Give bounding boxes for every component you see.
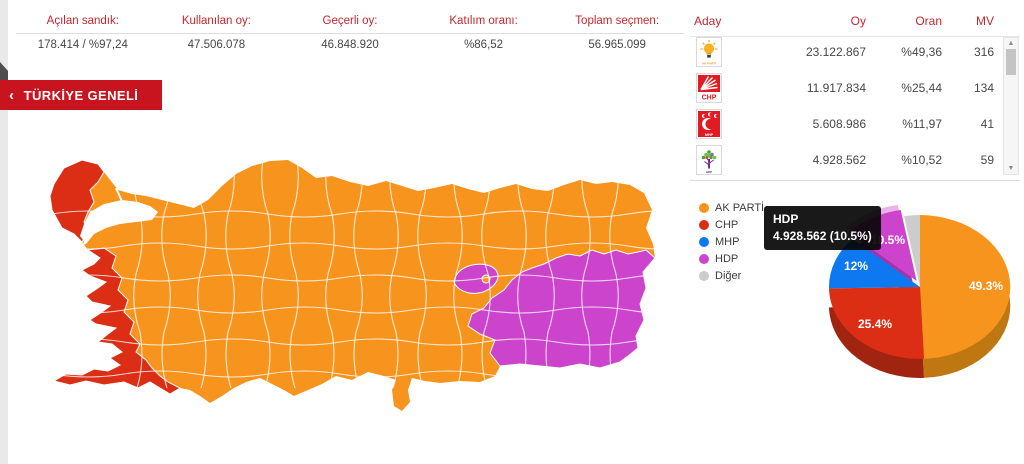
stat-value: 178.414 / %97,24 xyxy=(37,39,128,51)
results-table-body: AK PARTİ 23.122.867 %49,36 316 CHP 11.917.83… xyxy=(690,34,1003,178)
stats-labels-row: Açılan sandık: Kullanılan oy: Geçerli oy: K… xyxy=(16,15,684,27)
pie-slice-mhp[interactable] xyxy=(828,238,920,289)
province-borders xyxy=(51,160,655,389)
cell-mv: 134 xyxy=(973,81,994,95)
legend-dot-icon xyxy=(699,253,709,264)
col-header-aday: Aday xyxy=(694,14,722,28)
legend-label: CHP xyxy=(715,218,739,231)
legend-dot-icon xyxy=(699,219,709,230)
table-row-mhp[interactable]: MHP 5.608.986 %11,97 41 xyxy=(690,106,1003,142)
stat-label: Toplam seçmen: xyxy=(575,15,660,27)
scrollbar-up-icon[interactable]: ▲ xyxy=(1007,40,1015,47)
col-header-mv: MV xyxy=(976,14,994,28)
pie-label-akparti: 49.3% xyxy=(968,279,1004,293)
legend-dot-icon xyxy=(699,270,709,281)
table-row-hdp[interactable]: HDP 4.928.562 %10,52 59 xyxy=(690,142,1003,178)
cell-oran: %49,36 xyxy=(901,45,942,59)
table-scrollbar[interactable]: ▲ ▼ xyxy=(1003,37,1019,175)
cell-oy: 4.928.562 xyxy=(812,153,866,167)
table-header-separator xyxy=(690,36,1020,37)
svg-text:MHP: MHP xyxy=(705,133,714,137)
legend-label: HDP xyxy=(715,252,739,265)
party-logo-cell: CHP xyxy=(690,73,754,103)
cell-oran: %10,52 xyxy=(901,153,942,167)
stat-label: Katılım oranı: xyxy=(449,15,518,27)
legend-label: AK PARTİ xyxy=(715,201,765,214)
party-logo-cell: AK PARTİ xyxy=(690,37,754,67)
mhp-logo-icon: MHP xyxy=(696,109,722,139)
results-table-header: Aday Oy Oran MV xyxy=(690,8,1003,34)
pie-label-mhp: 12% xyxy=(843,259,869,273)
legend-label: MHP xyxy=(715,235,740,248)
cell-oy: 23.122.867 xyxy=(805,45,866,59)
stat-value: 56.965.099 xyxy=(588,39,646,51)
pie-slice-other[interactable] xyxy=(904,214,920,287)
tooltip-title: HDP xyxy=(773,212,799,226)
svg-text:HDP: HDP xyxy=(706,170,712,174)
pie-tooltip: HDP 4.928.562 (10.5%) xyxy=(764,206,881,250)
legend-item-other[interactable]: Diğer xyxy=(699,267,764,284)
canakkale-strait xyxy=(83,227,97,245)
chp-logo-icon: CHP xyxy=(696,73,722,103)
table-row-akparti[interactable]: AK PARTİ 23.122.867 %49,36 316 xyxy=(690,34,1003,70)
stat-value: 46.848.920 xyxy=(321,39,379,51)
stat-label: Kullanılan oy: xyxy=(181,15,251,27)
stats-values-row: 178.414 / %97,24 47.506.078 46.848.920 %86,… xyxy=(16,39,684,51)
cell-oran: %25,44 xyxy=(901,81,942,95)
stat-label: Açılan sandık: xyxy=(46,15,119,27)
bosphorus-strait xyxy=(115,187,125,207)
hdp-logo-icon: HDP xyxy=(696,145,722,175)
stat-label: Geçerli oy: xyxy=(322,15,378,27)
stat-value: %86,52 xyxy=(464,39,504,51)
stats-separator xyxy=(16,33,684,34)
map-region-chp-aegean[interactable] xyxy=(52,247,182,395)
pie-label-chp: 25.4% xyxy=(857,317,893,331)
turkey-map[interactable] xyxy=(40,138,660,420)
pie-slice-akparti[interactable] xyxy=(920,215,1011,359)
region-banner[interactable]: ‹ TÜRKİYE GENELİ xyxy=(0,80,162,110)
scrollbar-down-icon[interactable]: ▼ xyxy=(1007,165,1015,172)
pie-slice-chp[interactable] xyxy=(829,287,924,359)
table-bottom-separator xyxy=(690,180,1020,181)
party-logo-cell: MHP xyxy=(690,109,754,139)
col-header-oran: Oran xyxy=(915,14,942,28)
legend-dot-icon xyxy=(699,202,709,213)
col-header-oy: Oy xyxy=(850,14,866,28)
table-row-chp[interactable]: CHP 11.917.834 %25,44 134 xyxy=(690,70,1003,106)
akparti-logo-icon: AK PARTİ xyxy=(696,37,722,67)
map-region-chp-thrace[interactable] xyxy=(49,159,105,243)
legend-item-akparti[interactable]: AK PARTİ xyxy=(699,199,764,216)
scrollbar-thumb[interactable] xyxy=(1006,49,1016,75)
pie-legend: AK PARTİ CHP MHP HDP Diğer xyxy=(699,199,764,284)
stat-value: 47.506.078 xyxy=(187,39,246,51)
svg-text:CHP: CHP xyxy=(702,95,717,102)
cell-oy: 5.608.986 xyxy=(812,117,866,131)
results-table: Aday Oy Oran MV AK PARTİ 23.122.867 %49,36… xyxy=(690,8,1003,178)
party-logo-cell: HDP xyxy=(690,145,754,175)
legend-dot-icon xyxy=(699,236,709,247)
tooltip-value: 4.928.562 (10.5%) xyxy=(773,229,872,243)
cell-oy: 11.917.834 xyxy=(806,81,866,95)
back-chevron-icon[interactable]: ‹ xyxy=(9,86,14,104)
legend-item-mhp[interactable]: MHP xyxy=(699,233,764,250)
ribbon-fold xyxy=(0,62,8,82)
left-edge-strip xyxy=(0,0,8,464)
svg-text:AK PARTİ: AK PARTİ xyxy=(702,61,716,66)
legend-label: Diğer xyxy=(715,269,742,282)
cell-mv: 59 xyxy=(980,153,994,167)
marmara-sea xyxy=(80,200,158,244)
cell-oran: %11,97 xyxy=(902,117,942,131)
legend-item-chp[interactable]: CHP xyxy=(699,216,764,233)
region-banner-label: TÜRKİYE GENELİ xyxy=(23,87,139,103)
cell-mv: 316 xyxy=(973,45,994,59)
cell-mv: 41 xyxy=(980,117,994,131)
legend-item-hdp[interactable]: HDP xyxy=(699,250,764,267)
